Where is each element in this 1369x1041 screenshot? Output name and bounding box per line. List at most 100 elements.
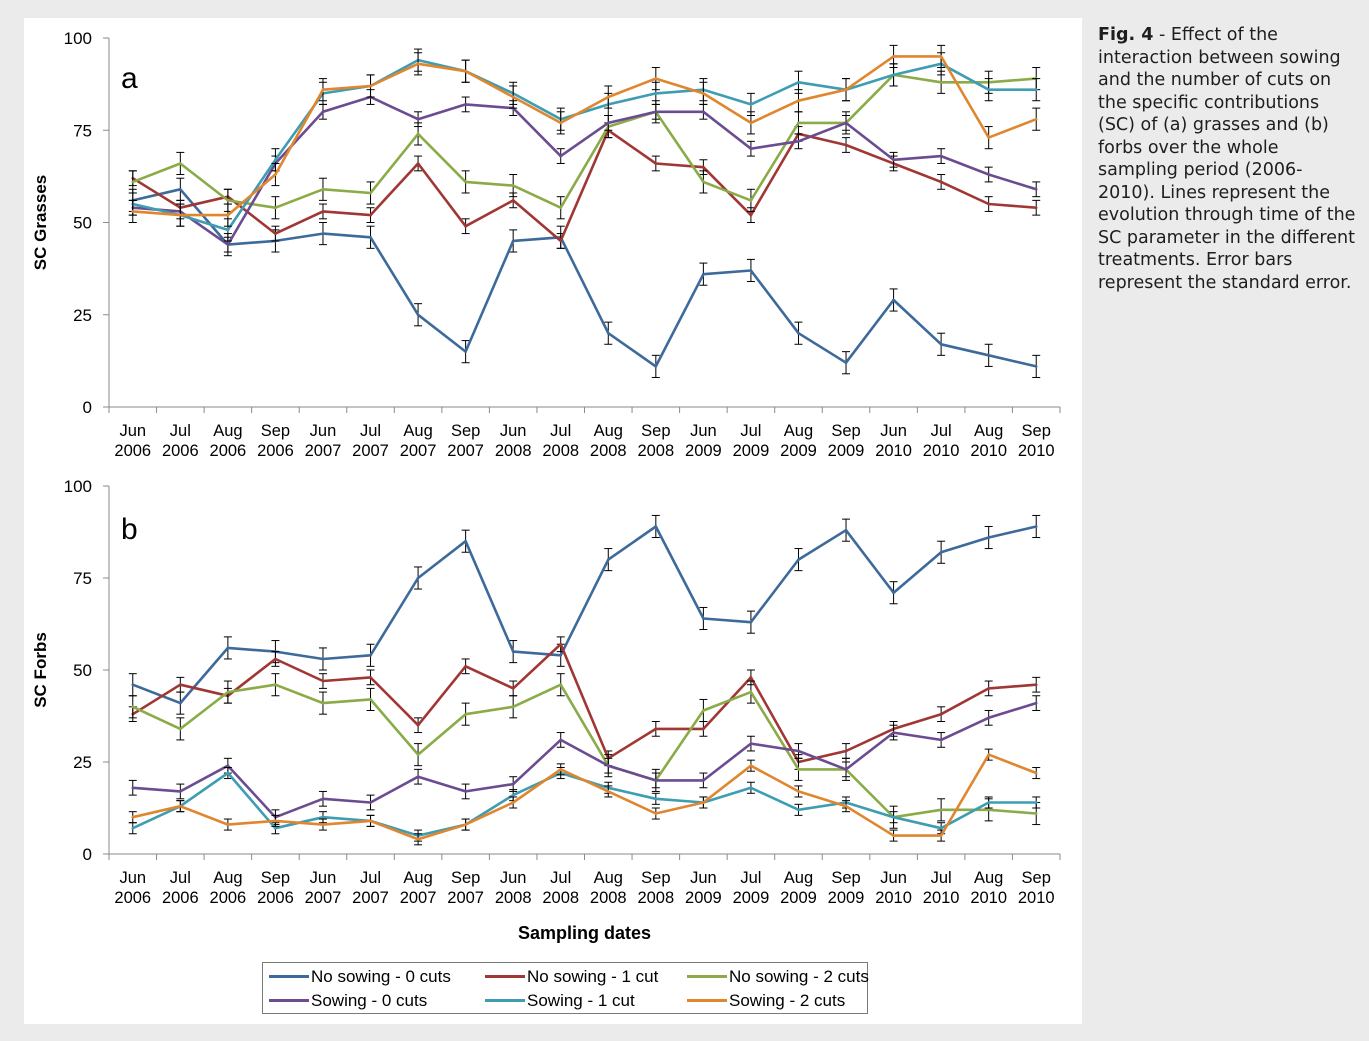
y-tick-label: 50 [73,661,92,680]
series-no-sowing-2-cuts [128,63,1041,220]
data-point [749,199,753,202]
data-point [131,815,135,819]
data-point [226,764,230,767]
x-tick-label-month: Jul [931,869,952,887]
data-point [179,162,182,165]
data-point [416,62,420,66]
data-point [702,801,705,804]
data-point [131,786,135,790]
y-tick-label: 25 [73,753,92,772]
data-point [321,210,325,213]
data-point [131,180,135,184]
series-line [132,683,1037,819]
data-point [939,550,943,554]
data-point [559,642,563,646]
data-point [844,768,848,771]
data-point [559,653,563,657]
data-point [559,683,563,687]
data-point [844,121,848,125]
data-point [606,790,610,793]
x-tick-label-month: Jun [690,869,717,887]
data-point [892,834,895,837]
x-axis-title: Sampling dates [518,923,651,943]
chart-legend: No sowing - 0 cuts No sowing - 1 cut No … [262,962,869,1014]
data-point [606,95,610,99]
data-point [416,723,420,727]
series-line [132,58,1037,232]
legend-swatch [687,975,727,979]
data-point [559,121,563,125]
data-point [606,764,610,767]
data-point [702,779,705,782]
x-tick-label-year: 2007 [305,442,342,460]
data-point [1034,683,1038,687]
x-tick-label-year: 2006 [210,442,247,460]
y-tick-label: 75 [73,121,92,140]
data-point [654,92,658,95]
data-point [369,676,372,679]
data-point [654,779,658,782]
panel-label: b [121,513,138,546]
x-tick-label-month: Aug [784,422,813,440]
figure-caption: Fig. 4 - Effect of the interaction betwe… [1098,24,1358,294]
y-tick-label: 0 [83,845,92,864]
x-tick-label-year: 2008 [590,442,627,460]
legend-item-sowing-0-cuts: Sowing - 0 cuts [269,991,427,1011]
data-point [416,117,420,121]
data-point [369,213,372,217]
x-tick-label-year: 2008 [590,889,627,907]
data-point [321,657,325,661]
data-point [702,727,705,731]
data-point [749,103,753,106]
data-point [654,727,658,731]
data-point [464,224,467,228]
data-point [416,313,420,317]
x-tick-label-month: Aug [403,422,432,440]
x-tick-label-month: Sep [451,869,480,887]
data-point [987,801,990,804]
data-point [892,73,895,77]
series-sowing-1-cut [128,48,1041,242]
data-point [749,147,753,150]
data-point [1034,812,1038,815]
data-point [511,782,515,786]
data-point [274,232,277,235]
x-tick-label-year: 2008 [495,442,532,460]
series-line [132,701,1037,819]
x-tick-label-month: Jun [310,869,337,887]
data-point [892,815,895,819]
data-point [131,210,135,213]
data-point [464,823,467,826]
data-point [226,823,230,826]
data-point [702,92,705,95]
legend-item-sowing-1-cut: Sowing - 1 cut [485,991,635,1011]
y-tick-label: 100 [64,29,92,48]
data-point [939,808,943,812]
data-point [369,191,372,195]
data-point [511,239,515,243]
x-tick-label-month: Aug [213,869,242,887]
x-tick-label-year: 2009 [685,889,722,907]
x-tick-label-month: Jul [740,422,761,440]
data-point [797,121,800,125]
legend-item-sowing-2-cuts: Sowing - 2 cuts [687,991,845,1011]
data-point [511,801,515,804]
data-point [464,539,467,543]
data-point [179,701,182,705]
x-tick-label-month: Jun [310,422,337,440]
data-point [131,683,135,687]
x-tick-label-year: 2010 [923,442,960,460]
data-point [892,158,895,162]
x-tick-label-year: 2007 [400,442,437,460]
x-tick-label-year: 2008 [637,442,674,460]
data-point [797,80,800,84]
data-point [321,110,325,114]
series-line [132,642,1037,764]
data-point [844,143,848,147]
data-point [179,683,182,687]
legend-label: Sowing - 1 cut [527,991,635,1010]
x-tick-label-month: Jul [550,869,571,887]
data-point [321,815,325,819]
data-point [749,121,753,125]
data-point [1034,88,1038,91]
